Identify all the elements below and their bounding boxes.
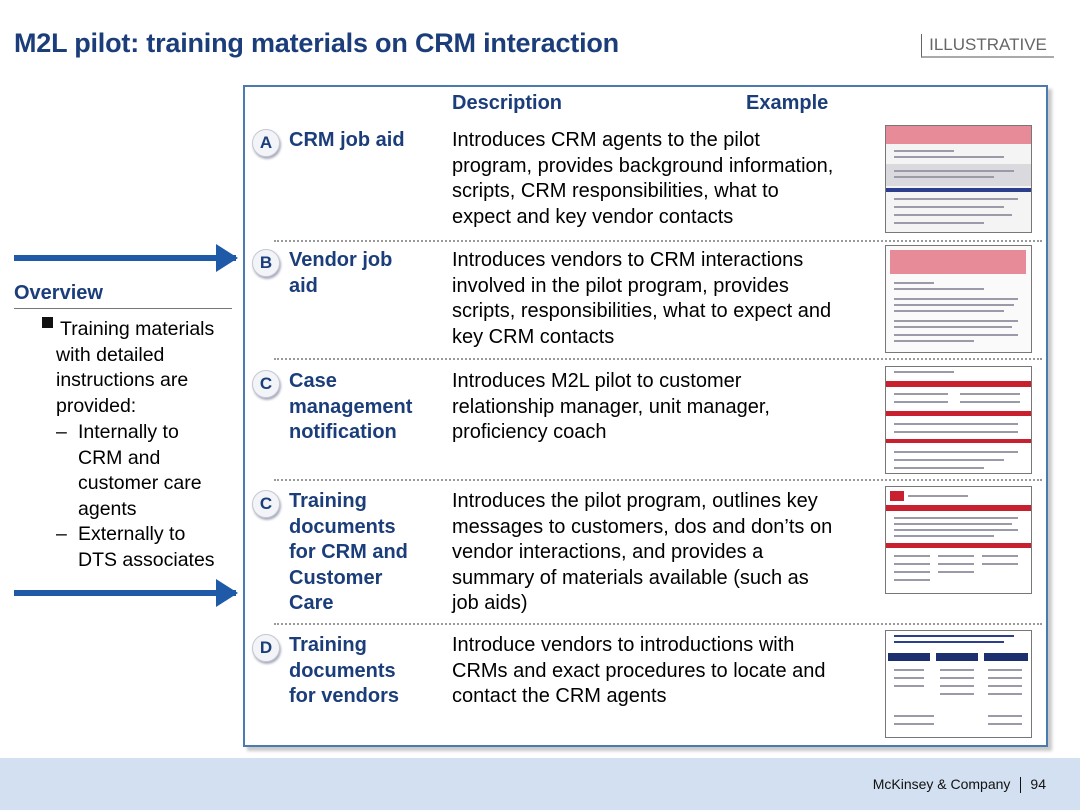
row-badge: C — [252, 370, 280, 398]
overview-bullet-line: with detailed — [56, 343, 165, 366]
row-divider — [274, 240, 1042, 242]
row-desc-line: scripts, CRM responsibilities, what to — [452, 180, 779, 202]
row-description: Introduces CRM agents to the pilot progr… — [452, 128, 877, 230]
row-label: Training documents for CRM and Customer … — [289, 489, 439, 617]
example-thumbnail — [885, 630, 1032, 738]
row-desc-line: job aids) — [452, 592, 528, 614]
overview-sub-line: Internally to — [78, 421, 179, 443]
overview-bullet-line: instructions are — [56, 369, 189, 392]
row-desc-line: vendor interactions, and provides a — [452, 541, 764, 563]
row-desc-line: expect and key vendor contacts — [452, 205, 734, 228]
row-desc-line: Introduces vendors to CRM interactions — [452, 249, 804, 271]
example-thumbnail — [885, 366, 1032, 474]
page-number: 94 — [1030, 776, 1046, 792]
overview-sub-item: – Externally to DTS associates — [56, 522, 236, 573]
example-thumbnail — [885, 245, 1032, 353]
overview-bullet-line: Training materials — [60, 318, 215, 340]
overview-sub-line: CRM and — [78, 446, 161, 469]
dash-bullet: – — [56, 421, 67, 443]
row-label-line: CRM job aid — [289, 129, 405, 151]
row-label: CRM job aid — [289, 128, 439, 154]
row-badge: C — [252, 490, 280, 518]
overview-sub-item: – Internally to CRM and customer care ag… — [56, 420, 236, 522]
row-label-line: Customer — [289, 566, 383, 589]
row-desc-line: scripts, responsibilities, what to expec… — [452, 300, 832, 322]
row-desc-line: Introduces the pilot program, outlines k… — [452, 490, 818, 512]
row-desc-line: CRMs and exact procedures to locate and — [452, 659, 826, 682]
arrow-right-icon — [14, 579, 238, 607]
row-divider — [274, 479, 1042, 481]
column-header-example: Example — [746, 92, 829, 114]
row-divider — [274, 358, 1042, 360]
column-header-description: Description — [452, 92, 563, 114]
overview-bullet-line: provided: — [56, 394, 137, 417]
row-description: Introduces M2L pilot to customer relatio… — [452, 369, 877, 446]
row-desc-line: key CRM contacts — [452, 325, 615, 348]
footer-separator — [1020, 777, 1022, 794]
example-thumbnail — [885, 125, 1032, 233]
overview-bullet: Training materials with detailed instruc… — [42, 317, 234, 419]
footer: McKinsey & Company 94 — [872, 776, 1046, 794]
row-label-line: Training — [289, 634, 367, 656]
row-badge: A — [252, 129, 280, 157]
overview-sub-line: DTS associates — [78, 548, 215, 571]
row-label: Vendor job aid — [289, 248, 439, 299]
row-divider — [274, 623, 1042, 625]
row-desc-line: Introduce vendors to introductions with — [452, 634, 795, 656]
overview-divider — [14, 308, 232, 309]
row-desc-line: Introduces CRM agents to the pilot — [452, 129, 760, 151]
row-label: Case management notification — [289, 369, 439, 446]
row-label-line: Care — [289, 592, 334, 614]
arrow-right-icon — [14, 244, 238, 272]
row-desc-line: proficiency coach — [452, 421, 607, 443]
row-label-line: Vendor job — [289, 249, 393, 271]
dash-bullet: – — [56, 523, 67, 545]
row-label-line: Case — [289, 370, 337, 392]
row-label-line: notification — [289, 421, 397, 443]
footer-company: McKinsey & Company — [872, 776, 1011, 792]
row-badge: B — [252, 249, 280, 277]
overview-title: Overview — [14, 282, 103, 304]
row-label-line: for vendors — [289, 685, 400, 707]
page-title: M2L pilot: training materials on CRM int… — [14, 28, 619, 58]
row-description: Introduce vendors to introductions with … — [452, 633, 877, 710]
row-desc-line: summary of materials available (such as — [452, 566, 809, 589]
overview-sub-line: Externally to — [78, 523, 186, 545]
row-desc-line: relationship manager, unit manager, — [452, 395, 770, 418]
row-description: Introduces vendors to CRM interactions i… — [452, 248, 877, 350]
row-label-line: for CRM and — [289, 541, 408, 563]
square-bullet-icon — [42, 317, 53, 328]
row-label-line: aid — [289, 274, 318, 297]
overview-sub-line: customer care — [78, 472, 202, 495]
row-desc-line: Introduces M2L pilot to customer — [452, 370, 742, 392]
row-description: Introduces the pilot program, outlines k… — [452, 489, 877, 617]
row-label-line: documents — [289, 515, 396, 538]
row-label: Training documents for vendors — [289, 633, 439, 710]
footer-band — [0, 758, 1080, 810]
row-badge: D — [252, 634, 280, 662]
illustrative-tag: ILLUSTRATIVE — [921, 34, 1054, 58]
example-thumbnail — [885, 486, 1032, 594]
row-desc-line: involved in the pilot program, provides — [452, 274, 789, 297]
overview-bullet-text: Training materials with detailed instruc… — [42, 317, 234, 419]
row-desc-line: program, provides background information… — [452, 154, 834, 177]
row-label-line: documents — [289, 659, 396, 682]
overview-sub-line: agents — [78, 497, 137, 520]
row-label-line: Training — [289, 490, 367, 512]
row-desc-line: contact the CRM agents — [452, 685, 667, 707]
row-desc-line: messages to customers, dos and don’ts on — [452, 515, 833, 538]
row-label-line: management — [289, 395, 413, 418]
